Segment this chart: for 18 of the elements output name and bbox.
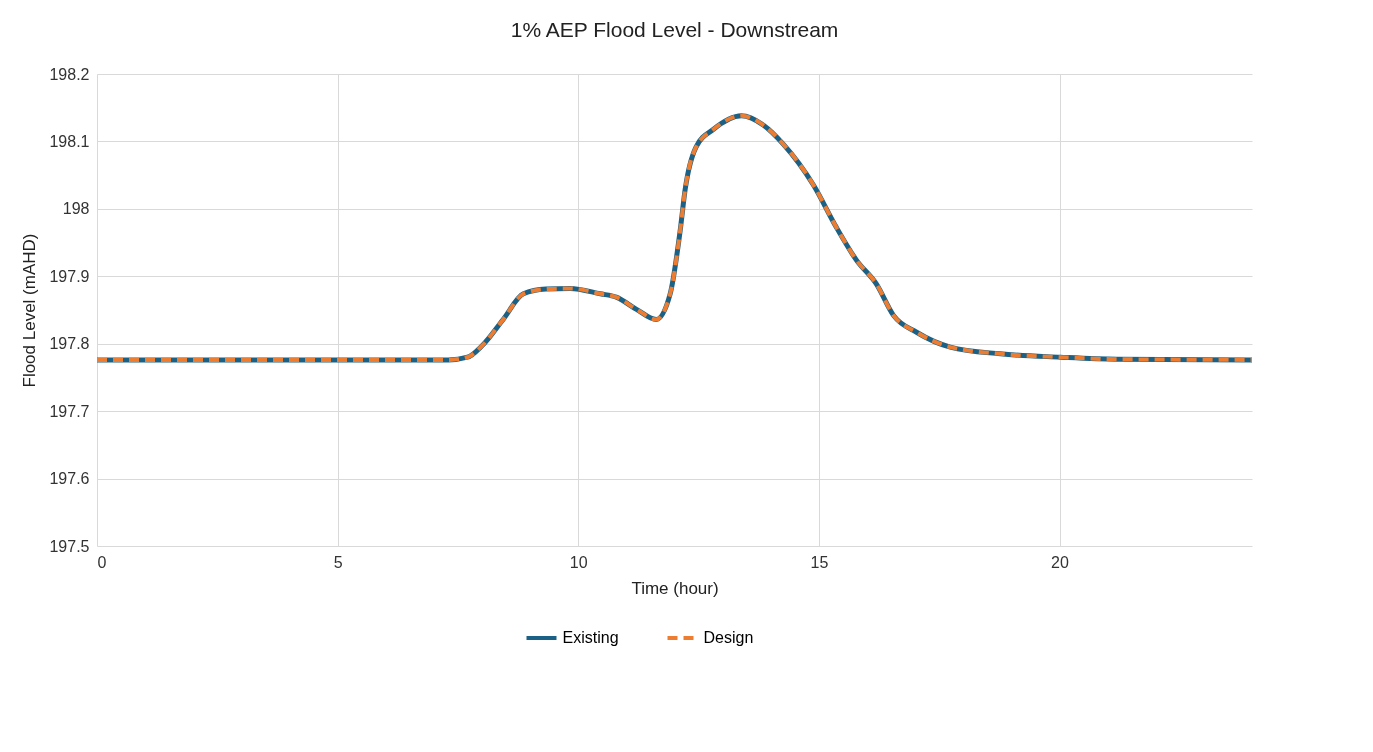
x-tick-label: 5 bbox=[333, 553, 343, 571]
y-tick-label: 197.5 bbox=[49, 537, 90, 555]
x-tick-label: 0 bbox=[97, 553, 107, 571]
x-tick-label: 10 bbox=[569, 553, 588, 571]
x-tick-label: 20 bbox=[1051, 553, 1069, 571]
y-tick-label: 198.1 bbox=[49, 132, 90, 150]
chart-title: 1% AEP Flood Level - Downstream bbox=[510, 18, 839, 41]
legend-label: Existing bbox=[562, 629, 619, 646]
x-tick-label: 15 bbox=[810, 553, 829, 571]
y-tick-label: 197.8 bbox=[49, 335, 90, 353]
x-axis-title: Time (hour) bbox=[631, 578, 719, 598]
y-tick-label: 198.2 bbox=[49, 65, 90, 83]
y-tick-label: 198 bbox=[62, 200, 90, 218]
y-tick-label: 197.9 bbox=[49, 267, 90, 285]
y-axis-title: Flood Level (mAHD) bbox=[20, 233, 40, 388]
legend-label: Design bbox=[703, 629, 754, 646]
y-tick-label: 197.7 bbox=[49, 402, 90, 420]
y-tick-label: 197.6 bbox=[49, 470, 90, 488]
